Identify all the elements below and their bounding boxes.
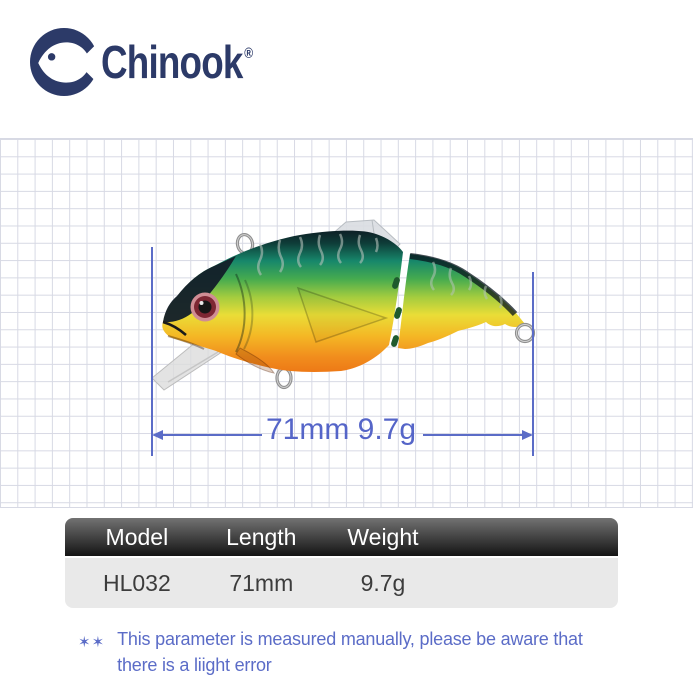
- footnote-line2: there is a liight error: [117, 655, 272, 675]
- footnote: ✶✶ This parameter is measured manually, …: [78, 626, 638, 678]
- cell-length: 71mm: [229, 569, 294, 596]
- lure-eye: [190, 292, 220, 322]
- dimension-extension-line-right: [532, 272, 534, 456]
- footnote-line1: This parameter is measured manually, ple…: [117, 629, 583, 649]
- stripe-pattern: [257, 233, 379, 276]
- spec-table-header: Model Length Weight: [65, 518, 618, 556]
- header-length: Length: [226, 523, 297, 550]
- brand-logo: Chinook ®: [30, 27, 288, 97]
- arrow-right-icon: [522, 430, 533, 440]
- lure-tail-body: [391, 253, 525, 349]
- asterisks-marker: ✶✶: [78, 633, 106, 651]
- dimension-label: 71mm 9.7g: [265, 413, 417, 446]
- lure-front-body: [162, 230, 403, 374]
- dimension-line-left-segment: [161, 434, 262, 436]
- arrow-left-icon: [152, 430, 163, 440]
- header-model: Model: [105, 523, 169, 550]
- table-row: HL032 71mm 9.7g: [65, 558, 618, 608]
- brand-name: Chinook ®: [101, 35, 253, 89]
- dimension-line-right-segment: [423, 434, 523, 436]
- spec-table: Model Length Weight HL032 71mm 9.7g: [65, 518, 618, 608]
- header-weight: Weight: [347, 523, 419, 550]
- brand-name-text: Chinook: [101, 36, 243, 88]
- joint-hinge: [391, 277, 402, 347]
- belly-hook-ring-icon: [275, 366, 293, 390]
- dimension-extension-line-left: [151, 247, 153, 456]
- cell-model: HL032: [102, 569, 171, 596]
- tail-hook-ring-icon: [514, 322, 536, 344]
- jointed-swimbait-lure-image: [151, 219, 536, 391]
- footnote-text: This parameter is measured manually, ple…: [117, 626, 583, 678]
- cell-weight: 9.7g: [360, 569, 406, 596]
- registered-trademark: ®: [244, 44, 253, 62]
- fish-in-circle-icon: [30, 28, 98, 96]
